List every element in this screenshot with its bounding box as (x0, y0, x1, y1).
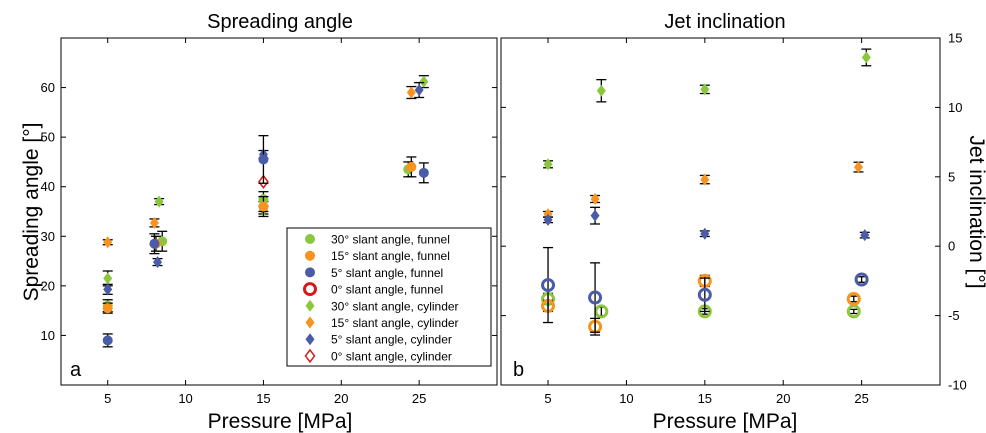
x-tick-label: 25 (854, 391, 868, 406)
y-tick-label: 10 (41, 328, 55, 343)
panel-letter: a (70, 359, 82, 381)
legend-marker (305, 234, 315, 244)
y-tick-label: 0 (948, 239, 955, 254)
data-point (155, 196, 164, 208)
data-point (149, 239, 159, 249)
data-point (258, 202, 268, 212)
x-tick-label: 10 (178, 391, 192, 406)
x-tick-label: 5 (104, 391, 111, 406)
data-point (700, 228, 709, 240)
panel-jet-inclination: Jet inclination Pressure [MPa] Jet incli… (501, 11, 986, 433)
data-point (419, 76, 428, 88)
y-axis-label: Spreading angle [°] (20, 123, 43, 302)
x-tick-label: 15 (256, 391, 270, 406)
data-point (544, 158, 553, 170)
legend-label: 15° slant angle, cylinder (331, 316, 459, 330)
legend-label: 15° slant angle, funnel (331, 249, 450, 263)
panel-spreading-angle: Spreading angle Pressure [MPa] Spreading… (20, 11, 497, 433)
data-point (103, 335, 113, 345)
x-tick-label: 15 (698, 391, 712, 406)
plot-frame (501, 38, 940, 385)
legend-marker (305, 267, 315, 277)
data-point (597, 85, 606, 97)
data-point (103, 303, 113, 313)
y-tick-label: 60 (41, 80, 55, 95)
y-tick-label: 10 (948, 100, 962, 115)
y-tick-label: 30 (41, 229, 55, 244)
x-tick-label: 25 (412, 391, 426, 406)
x-axis-label: Pressure [MPa] (653, 410, 798, 433)
x-tick-label: 20 (334, 391, 348, 406)
data-point (153, 256, 162, 268)
legend-marker (305, 251, 315, 261)
legend-label: 0° slant angle, funnel (331, 283, 443, 297)
data-point (407, 87, 416, 99)
y-tick-label: -5 (948, 308, 960, 323)
y-tick-label: -10 (948, 378, 967, 393)
panel-letter: b (513, 359, 524, 381)
data-point (591, 193, 600, 205)
data-point (862, 51, 871, 63)
data-point (406, 162, 416, 172)
data-point (258, 154, 268, 164)
data-point (591, 210, 600, 222)
y-tick-label: 40 (41, 179, 55, 194)
legend-label: 30° slant angle, cylinder (331, 299, 459, 313)
y-tick-label: 20 (41, 278, 55, 293)
x-tick-label: 20 (776, 391, 790, 406)
data-point (103, 236, 112, 248)
y-tick-label: 5 (948, 169, 955, 184)
x-axis-label: Pressure [MPa] (208, 410, 353, 433)
legend-label: 5° slant angle, funnel (331, 266, 443, 280)
data-point (103, 283, 112, 295)
chart-title: Spreading angle (207, 11, 353, 33)
legend: 30° slant angle, funnel 15° slant angle, … (287, 228, 491, 366)
y-tick-label: 15 (948, 31, 962, 46)
chart-title: Jet inclination (664, 11, 785, 33)
data-point (415, 84, 424, 96)
y-tick-label: 50 (41, 130, 55, 145)
y-axis-label: Jet inclination [°] (965, 135, 986, 288)
data-point (854, 161, 863, 173)
data-point (419, 168, 429, 178)
legend-label: 0° slant angle, cylinder (331, 349, 452, 363)
x-tick-label: 5 (544, 391, 551, 406)
legend-label: 30° slant angle, funnel (331, 233, 450, 247)
legend-label: 5° slant angle, cylinder (331, 333, 452, 347)
data-point (860, 229, 869, 241)
x-tick-label: 10 (619, 391, 633, 406)
data-point (103, 272, 112, 284)
